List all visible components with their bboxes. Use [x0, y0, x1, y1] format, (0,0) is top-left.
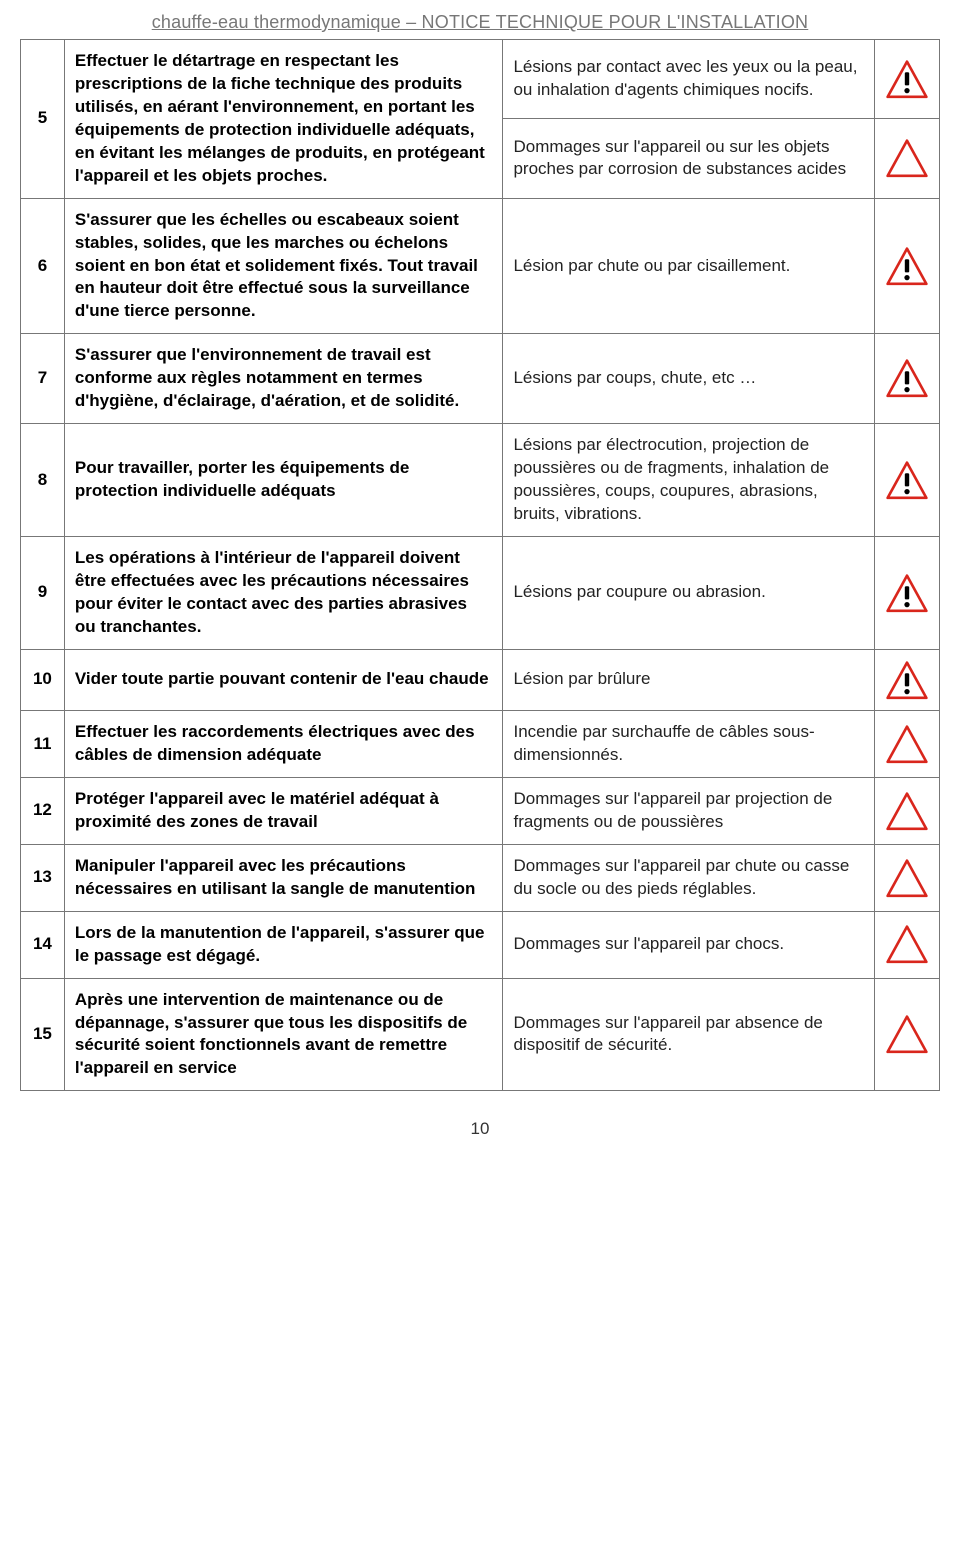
warning-outline-icon: [885, 924, 929, 964]
row-number: 9: [21, 536, 65, 649]
table-row: 8Pour travailler, porter les équipements…: [21, 424, 940, 537]
safety-table: 5Effectuer le détartrage en respectant l…: [20, 39, 940, 1091]
icon-cell: [875, 649, 940, 710]
risk-cell: Lésions par contact avec les yeux ou la …: [503, 40, 875, 119]
icon-cell: [875, 711, 940, 778]
icon-cell: [875, 844, 940, 911]
table-row: 6S'assurer que les échelles ou escabeaux…: [21, 198, 940, 334]
row-number: 6: [21, 198, 65, 334]
warning-outline-icon: [885, 858, 929, 898]
row-number: 13: [21, 844, 65, 911]
table-row: 9Les opérations à l'intérieur de l'appar…: [21, 536, 940, 649]
icon-cell: [875, 424, 940, 537]
icon-cell: [875, 119, 940, 198]
risk-cell: Dommages sur l'appareil par absence de d…: [503, 978, 875, 1091]
instruction-cell: S'assurer que l'environnement de travail…: [64, 334, 503, 424]
icon-cell: [875, 911, 940, 978]
warning-outline-icon: [885, 791, 929, 831]
instruction-cell: Protéger l'appareil avec le matériel adé…: [64, 777, 503, 844]
warning-exclaim-icon: [885, 460, 929, 500]
warning-outline-icon: [885, 138, 929, 178]
instruction-cell: Vider toute partie pouvant contenir de l…: [64, 649, 503, 710]
instruction-cell: Effectuer les raccordements électriques …: [64, 711, 503, 778]
icon-cell: [875, 536, 940, 649]
risk-cell: Dommages sur l'appareil ou sur les objet…: [503, 119, 875, 198]
risk-cell: Incendie par surchauffe de câbles sous-d…: [503, 711, 875, 778]
warning-outline-icon: [885, 724, 929, 764]
risk-cell: Dommages sur l'appareil par projection d…: [503, 777, 875, 844]
row-number: 11: [21, 711, 65, 778]
instruction-cell: Les opérations à l'intérieur de l'appare…: [64, 536, 503, 649]
risk-cell: Dommages sur l'appareil par chocs.: [503, 911, 875, 978]
risk-cell: Lésions par coupure ou abrasion.: [503, 536, 875, 649]
row-number: 10: [21, 649, 65, 710]
warning-exclaim-icon: [885, 573, 929, 613]
table-row: 14Lors de la manutention de l'appareil, …: [21, 911, 940, 978]
row-number: 12: [21, 777, 65, 844]
icon-cell: [875, 777, 940, 844]
row-number: 5: [21, 40, 65, 199]
instruction-cell: Lors de la manutention de l'appareil, s'…: [64, 911, 503, 978]
risk-cell: Lésions par coups, chute, etc …: [503, 334, 875, 424]
warning-exclaim-icon: [885, 660, 929, 700]
instruction-cell: Manipuler l'appareil avec les précaution…: [64, 844, 503, 911]
warning-outline-icon: [885, 1014, 929, 1054]
table-row: 15Après une intervention de maintenance …: [21, 978, 940, 1091]
row-number: 14: [21, 911, 65, 978]
risk-cell: Lésions par électrocution, projection de…: [503, 424, 875, 537]
table-row: 10Vider toute partie pouvant contenir de…: [21, 649, 940, 710]
risk-cell: Lésion par chute ou par cisaillement.: [503, 198, 875, 334]
row-number: 8: [21, 424, 65, 537]
row-number: 15: [21, 978, 65, 1091]
table-row: 7S'assurer que l'environnement de travai…: [21, 334, 940, 424]
warning-exclaim-icon: [885, 59, 929, 99]
table-row: 11Effectuer les raccordements électrique…: [21, 711, 940, 778]
icon-cell: [875, 334, 940, 424]
icon-cell: [875, 978, 940, 1091]
instruction-cell: Effectuer le détartrage en respectant le…: [64, 40, 503, 199]
row-number: 7: [21, 334, 65, 424]
table-row: 13Manipuler l'appareil avec les précauti…: [21, 844, 940, 911]
instruction-cell: Après une intervention de maintenance ou…: [64, 978, 503, 1091]
icon-cell: [875, 40, 940, 119]
risk-cell: Lésion par brûlure: [503, 649, 875, 710]
page-number: 10: [20, 1119, 940, 1139]
icon-cell: [875, 198, 940, 334]
risk-cell: Dommages sur l'appareil par chute ou cas…: [503, 844, 875, 911]
page-header: chauffe-eau thermodynamique – NOTICE TEC…: [20, 12, 940, 33]
table-row: 5Effectuer le détartrage en respectant l…: [21, 40, 940, 119]
warning-exclaim-icon: [885, 246, 929, 286]
table-row: 12Protéger l'appareil avec le matériel a…: [21, 777, 940, 844]
instruction-cell: S'assurer que les échelles ou escabeaux …: [64, 198, 503, 334]
warning-exclaim-icon: [885, 358, 929, 398]
instruction-cell: Pour travailler, porter les équipements …: [64, 424, 503, 537]
